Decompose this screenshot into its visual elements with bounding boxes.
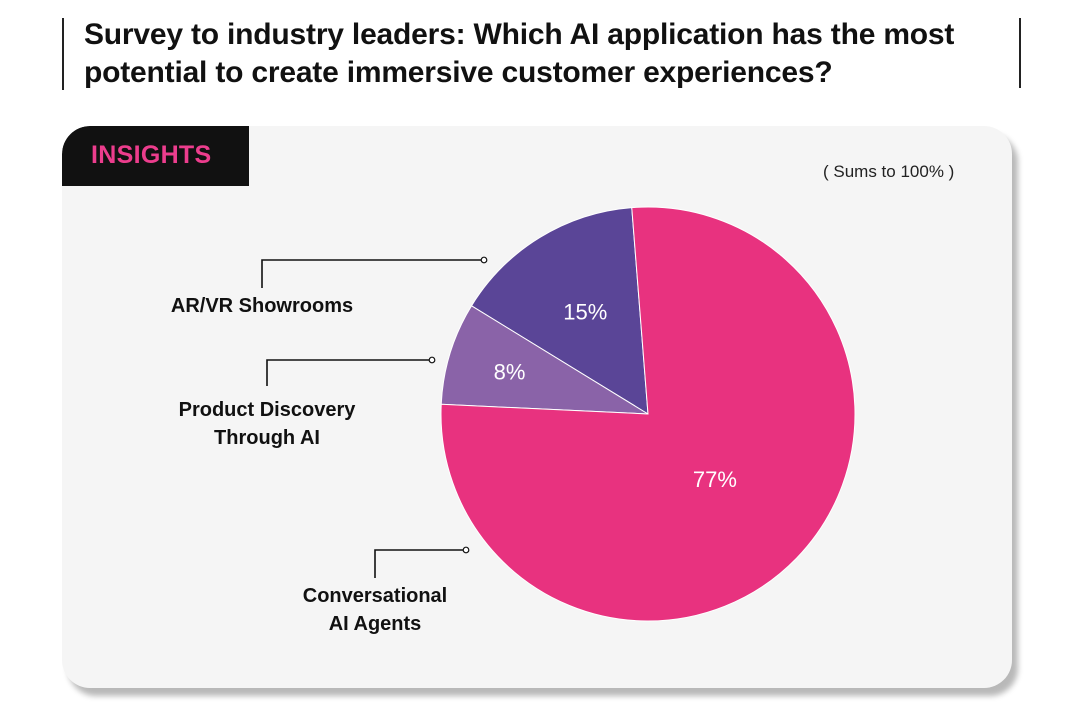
pie-slice-1 xyxy=(440,305,649,415)
slice-category-label-0: AR/VR Showrooms xyxy=(171,295,353,317)
slice-category-label-1: Product Discovery Through AI xyxy=(179,399,357,449)
slice-value-label-1: 8% xyxy=(494,359,526,384)
leader-dot-0 xyxy=(480,256,488,264)
pie-slice-2 xyxy=(440,206,856,622)
pie-slice-0 xyxy=(470,207,649,415)
sums-note: ( Sums to 100% ) xyxy=(823,162,955,181)
leader-line-2 xyxy=(374,549,466,578)
insights-badge: INSIGHTS xyxy=(62,126,249,186)
slice-value-label-0: 15% xyxy=(563,300,607,325)
leader-dot-1 xyxy=(428,356,436,364)
page-title: Survey to industry leaders: Which AI app… xyxy=(84,18,955,89)
slice-category-label-2: Conversational AI Agents xyxy=(303,585,447,635)
title-divider-left xyxy=(62,18,64,90)
slice-value-label-2: 77% xyxy=(693,467,737,492)
title-divider-right xyxy=(1019,18,1021,88)
insights-badge-label: INSIGHTS xyxy=(91,141,212,169)
leader-line-0 xyxy=(261,259,484,288)
leader-line-1 xyxy=(266,359,432,386)
leader-dot-2 xyxy=(462,546,470,554)
